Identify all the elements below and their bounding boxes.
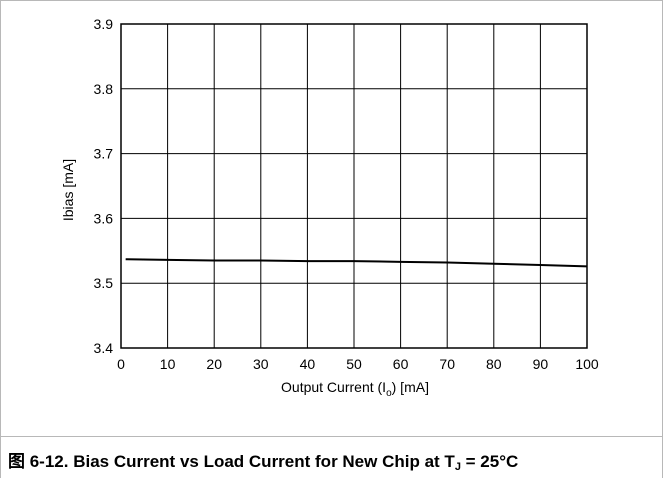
y-tick-label: 3.9 [94, 16, 114, 32]
x-axis-label-tail: ) [mA] [392, 379, 429, 395]
x-tick-label: 0 [117, 356, 125, 372]
caption-subscript: J [454, 461, 461, 473]
x-tick-label: 100 [575, 356, 599, 372]
x-tick-label: 20 [206, 356, 222, 372]
figure-caption: 图 6-12. Bias Current vs Load Current for… [8, 447, 518, 473]
caption-divider [0, 436, 663, 437]
y-tick-label: 3.6 [94, 210, 114, 226]
x-tick-label: 40 [300, 356, 316, 372]
y-tick-labels: 3.4 3.5 3.6 3.7 3.8 3.9 [94, 16, 114, 356]
y-tick-label: 3.4 [94, 340, 114, 356]
grid [120, 23, 588, 349]
caption-prefix: 图 6-12. Bias Current vs Load Current for… [8, 452, 455, 471]
x-tick-labels: 0 10 20 30 40 50 60 70 80 90 100 [117, 356, 599, 372]
series-line [125, 258, 588, 268]
caption-suffix: = 25°C [460, 452, 519, 471]
y-axis-label: Ibias [mA] [60, 159, 76, 221]
x-tick-label: 70 [439, 356, 455, 372]
x-tick-label: 10 [160, 356, 176, 372]
plot-area [120, 23, 588, 349]
y-tick-label: 3.7 [94, 146, 114, 162]
x-axis-label-main: Output Current (I [281, 379, 386, 395]
y-tick-label: 3.8 [94, 81, 114, 97]
y-tick-label: 3.5 [94, 275, 114, 291]
x-tick-label: 90 [533, 356, 549, 372]
x-tick-label: 60 [393, 356, 409, 372]
x-tick-label: 30 [253, 356, 269, 372]
plot-border [120, 23, 588, 349]
x-tick-label: 50 [346, 356, 362, 372]
x-tick-label: 80 [486, 356, 502, 372]
x-axis-label: Output Current (Io) [mA] [281, 379, 429, 399]
series-layer [125, 258, 588, 268]
x-axis-label-sub: o [386, 388, 392, 399]
bias-current-chart: 0 10 20 30 40 50 60 70 80 90 100 3.43.53.63.73.83.… [60, 16, 599, 399]
